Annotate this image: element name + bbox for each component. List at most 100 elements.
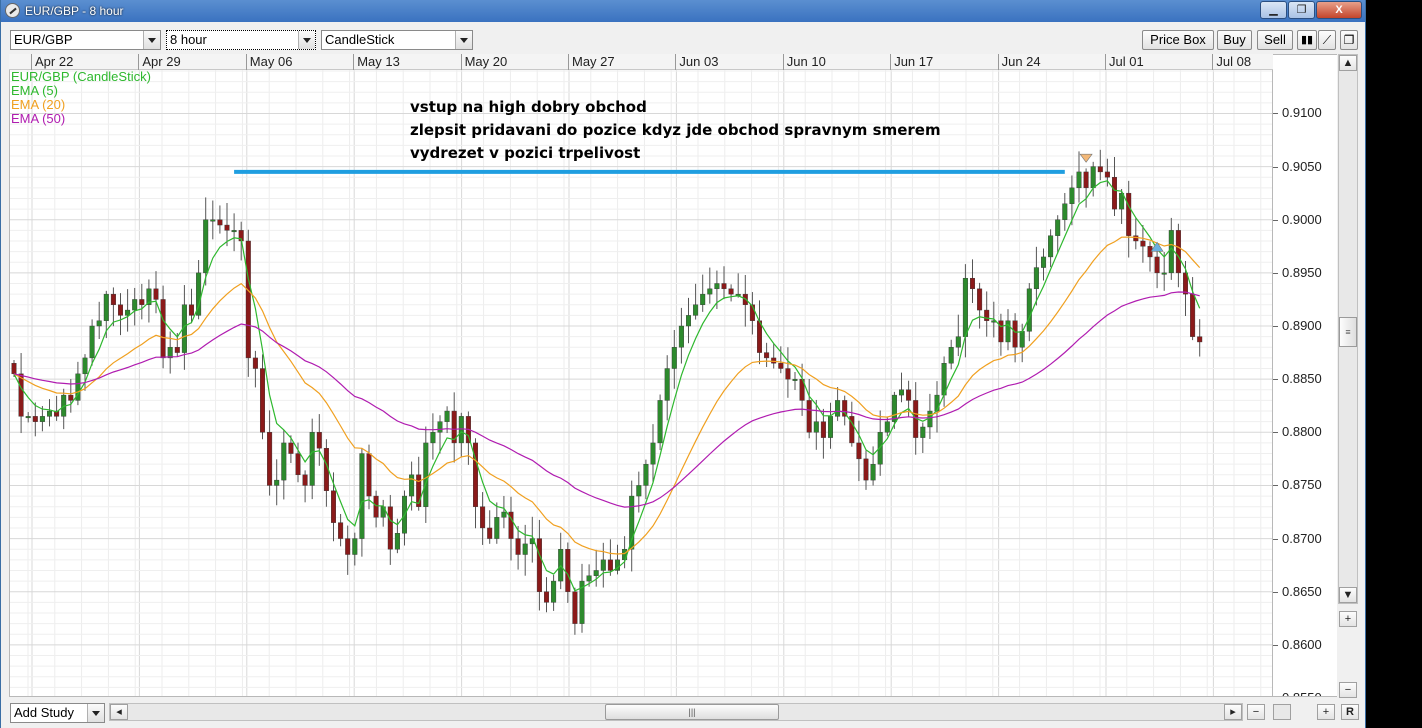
candle-body: [82, 357, 88, 375]
chart-type-select[interactable]: CandleStick: [321, 30, 473, 50]
candle-body: [778, 363, 784, 369]
timeframe-select[interactable]: 8 hour: [166, 30, 316, 50]
vertical-scrollbar[interactable]: ▲ ≡ ▼: [1338, 54, 1358, 604]
zoom-in-icon[interactable]: +: [1339, 611, 1357, 627]
chart-plot-area[interactable]: [9, 54, 1273, 697]
h-zoom-slider[interactable]: [1273, 704, 1291, 720]
candle-body: [1097, 166, 1103, 173]
chart-type-value: CandleStick: [325, 32, 395, 47]
popout-window-icon[interactable]: ❐: [1340, 30, 1358, 50]
candle-body: [338, 522, 344, 539]
chevron-down-icon[interactable]: [455, 31, 472, 49]
date-tick-label: Jul 08: [1212, 54, 1251, 70]
candle-body: [849, 416, 855, 444]
close-button[interactable]: X: [1316, 1, 1362, 19]
candle-body: [430, 432, 436, 444]
candle-body: [387, 506, 393, 550]
legend-symbol: EUR/GBP (CandleStick): [11, 69, 151, 84]
chart-bars-icon[interactable]: ▮▮: [1297, 30, 1317, 50]
app-icon: [5, 3, 20, 18]
draw-line-icon[interactable]: ⟋: [1318, 30, 1336, 50]
h-zoom-out-icon[interactable]: −: [1247, 704, 1265, 720]
chart-annotation[interactable]: vstup na high dobry obchod zlepsit prida…: [410, 96, 941, 165]
candle-body: [288, 442, 294, 454]
annotation-line-1: vstup na high dobry obchod: [410, 98, 647, 116]
candle-body: [1048, 235, 1054, 258]
scroll-up-icon[interactable]: ▲: [1339, 55, 1357, 71]
sell-triangle-marker: [1079, 153, 1093, 163]
maximize-button[interactable]: ❐: [1288, 1, 1315, 19]
candle-body: [487, 527, 493, 539]
candle-body: [451, 410, 457, 444]
candle-body: [1119, 192, 1125, 210]
candle-body: [948, 347, 954, 364]
horizontal-scrollbar[interactable]: ◂ ||| ▸: [109, 703, 1243, 721]
candle-body: [47, 410, 53, 417]
candle-body: [891, 394, 897, 422]
date-tick-label: Jul 01: [1105, 54, 1144, 70]
candle-body: [693, 304, 699, 316]
candle-body: [11, 363, 17, 375]
price-tick-label: 0.8800: [1282, 424, 1322, 440]
candle-body: [813, 421, 819, 433]
scroll-right-icon[interactable]: ▸: [1224, 704, 1242, 720]
candle-body: [515, 538, 521, 555]
candle-body: [593, 570, 599, 576]
candle-body: [551, 580, 557, 603]
scroll-left-icon[interactable]: ◂: [110, 704, 128, 720]
chevron-down-icon[interactable]: [143, 31, 160, 49]
title-bar: EUR/GBP - 8 hour ▁ ❐ X: [1, 0, 1365, 22]
candle-body: [764, 352, 770, 359]
candle-body: [572, 591, 578, 624]
candle-body: [1197, 336, 1203, 343]
chevron-down-icon[interactable]: [298, 31, 315, 49]
price-tick-label: 0.9050: [1282, 158, 1322, 174]
vertical-scroll-thumb[interactable]: ≡: [1339, 317, 1357, 347]
horizontal-scroll-thumb[interactable]: |||: [605, 704, 779, 720]
candle-body: [700, 293, 706, 305]
candle-body: [167, 347, 173, 359]
candle-body: [359, 453, 365, 539]
date-tick-label: May 20: [460, 54, 507, 70]
candle-body: [316, 432, 322, 449]
minimize-button[interactable]: ▁: [1260, 1, 1287, 19]
candle-body: [153, 288, 159, 300]
price-tick-mark: [1273, 113, 1278, 115]
price-tick-mark: [1273, 326, 1278, 328]
reset-button[interactable]: R: [1341, 704, 1359, 720]
annotation-line-2: zlepsit pridavani do pozice kdyz jde obc…: [410, 121, 941, 139]
symbol-select[interactable]: EUR/GBP: [10, 30, 161, 50]
candle-body: [416, 474, 422, 507]
price-box-button[interactable]: Price Box: [1142, 30, 1214, 50]
candle-body: [302, 474, 308, 486]
candle-body: [1161, 272, 1167, 275]
candle-body: [657, 400, 663, 444]
candle-body: [1090, 166, 1096, 189]
candle-body: [25, 416, 31, 419]
candle-body: [1076, 171, 1082, 189]
candle-body: [1033, 267, 1039, 290]
candlestick-chart[interactable]: [10, 55, 1273, 697]
price-tick-label: 0.8950: [1282, 264, 1322, 280]
candle-body: [1140, 240, 1146, 247]
chevron-down-icon[interactable]: [87, 704, 104, 722]
price-axis: 0.9100 0.9050 0.9000 0.8950 0.8900 0.8850 0.88…: [1273, 54, 1337, 697]
price-tick-label: 0.8700: [1282, 530, 1322, 546]
scroll-down-icon[interactable]: ▼: [1339, 587, 1357, 603]
candle-body: [664, 368, 670, 401]
candle-body: [259, 368, 265, 433]
legend-ema50: EMA (50): [11, 111, 66, 126]
price-tick-label: 0.8750: [1282, 477, 1322, 493]
h-zoom-in-icon[interactable]: +: [1317, 704, 1335, 720]
candle-body: [714, 283, 720, 290]
zoom-out-icon[interactable]: −: [1339, 682, 1357, 698]
candle-body: [345, 538, 351, 555]
candle-body: [671, 347, 677, 369]
price-tick-mark: [1273, 538, 1278, 540]
candle-body: [32, 416, 38, 422]
candle-body: [607, 559, 613, 571]
add-study-select[interactable]: Add Study: [10, 703, 105, 723]
sell-button[interactable]: Sell: [1257, 30, 1293, 50]
buy-button[interactable]: Buy: [1217, 30, 1252, 50]
candle-body: [650, 442, 656, 465]
